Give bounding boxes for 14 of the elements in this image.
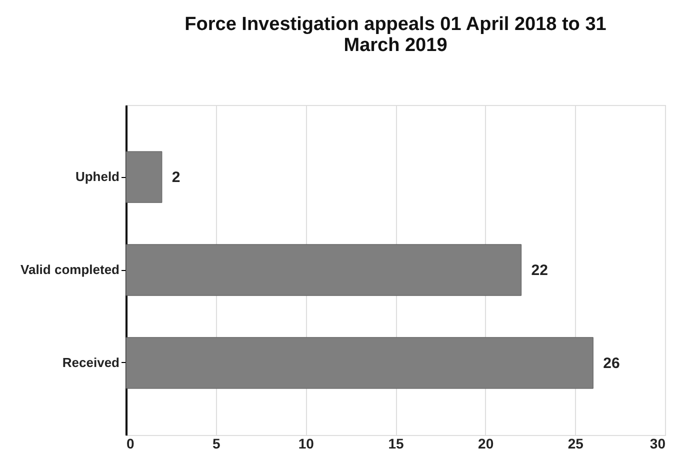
x-tick-label: 10 xyxy=(298,436,314,452)
x-tick-label: 25 xyxy=(568,436,584,452)
y-tick-label: Valid completed xyxy=(20,262,120,277)
y-tick-label: Received xyxy=(62,354,120,370)
x-tick-label: 5 xyxy=(212,436,220,452)
x-tick-label: 0 xyxy=(126,436,134,452)
x-tick-label: 15 xyxy=(388,436,404,452)
x-tick-label: 20 xyxy=(478,436,494,452)
y-tick-label: Upheld xyxy=(75,169,120,184)
data-label: 26 xyxy=(603,354,620,372)
chart-title: Force Investigation appeals 01 April 2018 to 31 March 2019 xyxy=(184,14,607,56)
data-label: 2 xyxy=(172,169,180,186)
x-tick-label: 30 xyxy=(650,436,666,452)
data-label: 22 xyxy=(531,262,548,279)
